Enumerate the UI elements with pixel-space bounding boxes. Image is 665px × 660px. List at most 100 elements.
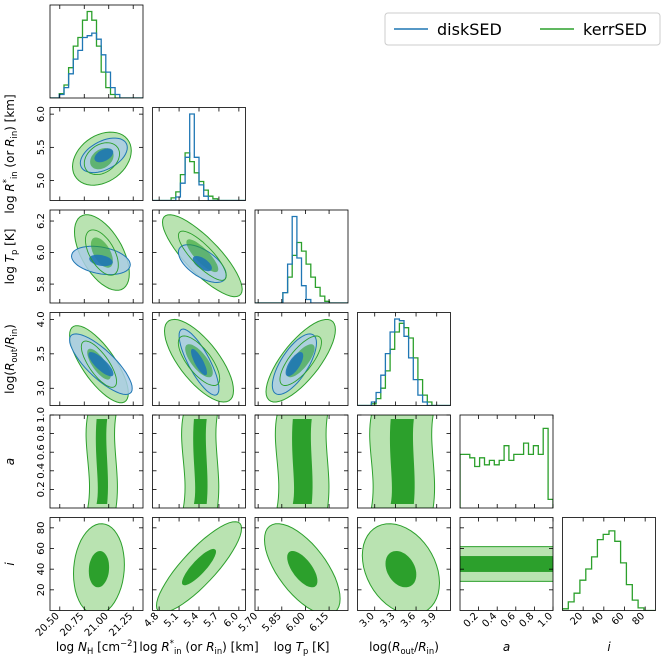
histogram-kerrsed xyxy=(255,241,348,303)
x-tick-label: 5.1 xyxy=(162,611,181,630)
y-tick-label: 5.5 xyxy=(36,139,47,155)
panel-content xyxy=(263,523,341,611)
y-tick-label: 60 xyxy=(36,542,47,555)
panel-content xyxy=(181,415,220,508)
axis-label: log(Rout​/Rin​) xyxy=(369,640,439,656)
y-tick-label: 3.0 xyxy=(36,380,47,396)
x-tick-label: 5.85 xyxy=(260,611,284,635)
panel-content xyxy=(85,415,118,508)
x-tick-label: 6.15 xyxy=(308,611,332,635)
panel-content xyxy=(562,530,656,611)
panel-content xyxy=(161,214,243,298)
panel-frame xyxy=(357,517,451,611)
contour-disksed-inner xyxy=(285,352,304,377)
x-tick-label: 20.75 xyxy=(58,611,86,639)
x-tick-label: 20 xyxy=(569,611,586,628)
y-tick-label: 5.8 xyxy=(36,276,47,292)
contour-disksed-inner xyxy=(191,348,207,376)
panel-frame xyxy=(254,414,349,509)
panel-content xyxy=(163,318,235,403)
x-tick-label: 20.50 xyxy=(34,611,62,639)
histogram-disksed xyxy=(255,215,348,303)
y-tick-label: 6.0 xyxy=(36,106,47,122)
panel-nh-nh xyxy=(49,4,144,99)
histogram-kerrsed xyxy=(460,427,553,508)
panel-frame xyxy=(49,107,144,201)
y-tick-label: 4.0 xyxy=(36,311,47,327)
panel-rin-tp xyxy=(152,209,246,304)
contour-kerrsed-inner xyxy=(460,556,553,572)
contour-disksed-inner xyxy=(192,256,212,272)
x-tick-label: 0.6 xyxy=(499,611,518,630)
contour-kerrsed-inner xyxy=(186,239,219,273)
legend-box xyxy=(384,12,661,46)
contour-kerrsed-inner xyxy=(95,419,109,504)
y-tick-label: 5.0 xyxy=(36,173,47,189)
panel-rout-rout xyxy=(357,312,451,406)
panel-rin-i xyxy=(152,517,246,611)
contour-kerrsed-inner xyxy=(88,551,110,588)
panel-content xyxy=(255,215,348,303)
panel-content xyxy=(274,415,330,508)
x-tick-label: 6.00 xyxy=(284,611,308,635)
panel-frame xyxy=(49,414,144,509)
x-tick-label: 3.3 xyxy=(378,611,397,630)
y-tick-label: 6.0 xyxy=(36,245,47,261)
contour-kerrsed-mid xyxy=(80,340,118,388)
axis-label: log Tp​ [K] xyxy=(3,229,19,285)
x-tick-label: 0.4 xyxy=(480,611,499,630)
x-tick-label: 21.00 xyxy=(83,611,111,639)
y-tick-label: 0.8 xyxy=(36,426,47,442)
panel-content xyxy=(357,318,451,406)
panel-tp-a xyxy=(254,414,349,509)
x-tick-label: 5.70 xyxy=(237,611,261,635)
panel-frame xyxy=(459,517,554,611)
panel-frame xyxy=(254,312,349,406)
panel-frame xyxy=(562,517,656,611)
panel-frame xyxy=(254,209,349,304)
contour-kerrsed-inner xyxy=(182,548,216,586)
contour-kerrsed-inner xyxy=(292,419,313,504)
y-tick-label: 6.2 xyxy=(36,213,47,229)
panel-frame xyxy=(459,414,554,509)
panel-frame xyxy=(152,107,246,201)
panel-frame xyxy=(49,517,144,611)
contour-kerrsed-mid xyxy=(83,142,120,176)
panel-content xyxy=(460,546,553,582)
panel-rout-a xyxy=(357,414,451,509)
axis-label: log(Rout​/Rin​) xyxy=(3,324,19,394)
x-tick-label: 1.0 xyxy=(536,611,555,630)
y-tick-label: 80 xyxy=(36,521,47,534)
panel-content xyxy=(72,523,125,611)
panel-tp-rout xyxy=(254,312,349,406)
contour-kerrsed-inner xyxy=(287,551,318,588)
x-tick-label: 80 xyxy=(631,611,648,628)
panel-content xyxy=(152,113,246,201)
histogram-disksed xyxy=(50,32,143,98)
contour-kerrsed-mid xyxy=(177,335,221,386)
panel-nh-rin xyxy=(49,107,144,201)
panel-content xyxy=(71,131,132,186)
x-tick-label: 3.0 xyxy=(358,611,377,630)
panel-rin-a xyxy=(152,414,246,509)
y-tick-label: 40 xyxy=(36,563,47,576)
y-tick-label: 0.2 xyxy=(36,481,47,497)
y-tick-label: 3.5 xyxy=(36,346,47,362)
panel-content xyxy=(50,10,143,98)
contour-kerrsed-inner xyxy=(389,419,415,504)
legend: diskSED kerrSED xyxy=(384,12,661,46)
contour-kerrsed-mid xyxy=(84,229,119,276)
panel-tp-tp xyxy=(254,209,349,304)
panel-nh-i xyxy=(49,517,144,611)
contour-kerrsed-mid xyxy=(279,335,322,386)
panel-content xyxy=(265,319,336,403)
panel-frame xyxy=(357,414,451,509)
x-tick-label: 5.7 xyxy=(202,611,221,630)
y-tick-label: 1.0 xyxy=(36,407,47,423)
x-tick-label: 40 xyxy=(589,611,606,628)
axis-label: log NH​ [cm−2​] xyxy=(56,638,137,656)
histogram-kerrsed xyxy=(152,152,246,201)
legend-label-kerrsed: kerrSED xyxy=(583,20,647,39)
x-tick-label: 4.8 xyxy=(142,611,161,630)
